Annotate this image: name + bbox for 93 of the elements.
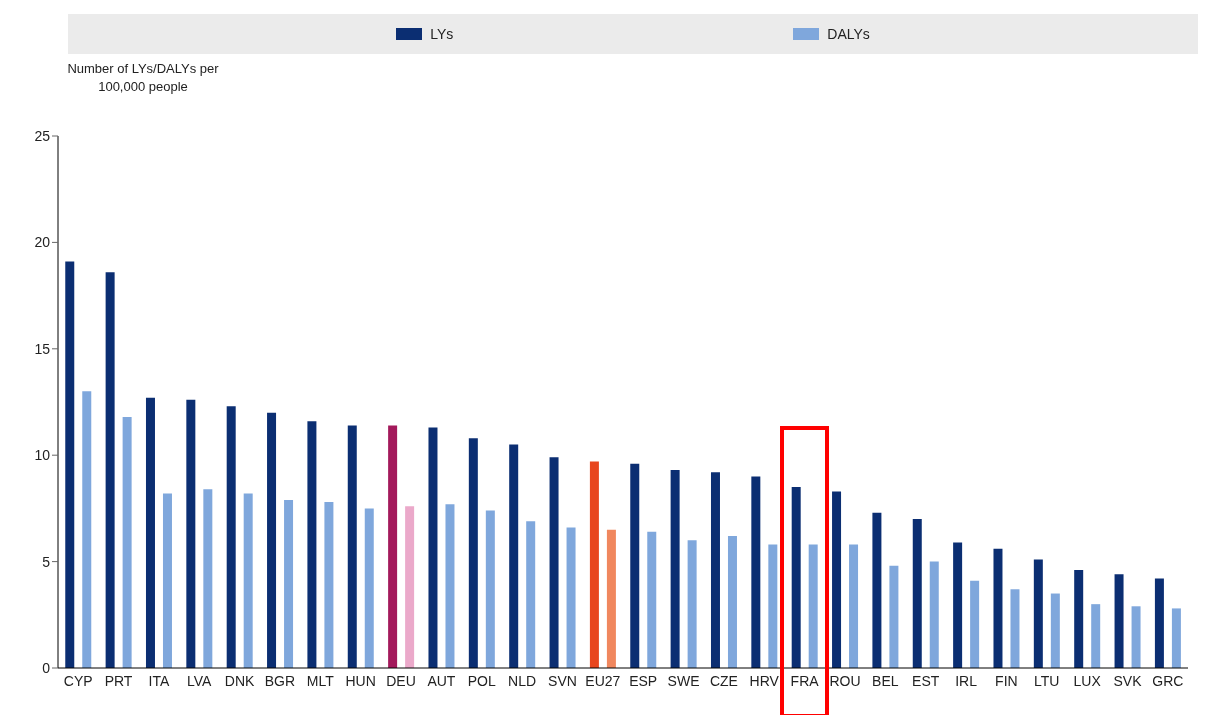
bar: [82, 391, 92, 668]
bar: [1154, 578, 1164, 668]
bar: [1131, 606, 1141, 668]
bar: [727, 536, 737, 668]
x-tick-label: PRT: [104, 672, 133, 689]
x-tick-label: LTU: [1034, 672, 1060, 689]
bar: [549, 457, 559, 668]
bar: [105, 272, 115, 668]
bar: [647, 531, 657, 668]
bar: [526, 521, 536, 668]
x-tick-label: LUX: [1073, 672, 1102, 689]
x-tick-label: ESP: [629, 672, 658, 689]
x-tick-label: DNK: [224, 672, 256, 689]
bar: [929, 561, 939, 668]
bar: [768, 544, 778, 668]
legend-label: LYs: [429, 26, 454, 42]
x-tick-label: AUT: [427, 672, 456, 689]
y-tick-label: 25: [34, 127, 51, 144]
x-tick-label: HUN: [345, 672, 376, 689]
bar: [589, 461, 599, 668]
bar: [1050, 593, 1060, 668]
x-tick-label: NLD: [508, 672, 537, 689]
x-tick-label: BEL: [872, 672, 899, 689]
bar: [751, 476, 761, 668]
bar: [1114, 574, 1124, 668]
x-tick-label: DEU: [386, 672, 416, 689]
x-tick-label: EU27: [585, 672, 621, 689]
x-tick-label: MLT: [306, 672, 335, 689]
x-tick-label: FIN: [995, 672, 1018, 689]
bar: [267, 412, 277, 668]
bar: [566, 527, 576, 668]
x-tick-label: SVN: [548, 672, 577, 689]
x-tick-label: ROU: [829, 672, 861, 689]
y-tick-label: 5: [42, 553, 51, 570]
bar: [307, 421, 317, 668]
bar: [1010, 589, 1020, 668]
bar: [606, 529, 616, 668]
bar: [791, 487, 801, 668]
bar: [122, 416, 132, 668]
x-tick-label: LVA: [187, 672, 213, 689]
x-tick-label: BGR: [264, 672, 296, 689]
bar: [65, 261, 75, 668]
bar: [1033, 559, 1043, 668]
x-tick-label: GRC: [1152, 672, 1184, 689]
bar: [186, 399, 196, 668]
bar: [468, 438, 478, 668]
bar: [243, 493, 253, 668]
x-tick-label: CYP: [63, 672, 93, 689]
bar: [347, 425, 357, 668]
x-tick-label: CZE: [709, 672, 738, 689]
bar: [145, 397, 155, 668]
x-tick-label: POL: [467, 672, 496, 689]
bar: [388, 425, 398, 668]
bar: [405, 506, 415, 668]
bar: [912, 519, 922, 668]
bar: [993, 548, 1003, 668]
bar: [445, 504, 455, 668]
bar: [808, 544, 818, 668]
y-axis-title: Number of LYs/DALYs per 100,000 people: [66, 60, 220, 96]
bar: [687, 540, 697, 668]
bar: [162, 493, 172, 668]
bar: [710, 472, 720, 668]
x-tick-label: EST: [912, 672, 940, 689]
bar: [485, 510, 495, 668]
y-tick-label: 15: [34, 340, 51, 357]
x-tick-label: SVK: [1113, 672, 1143, 689]
bar: [849, 544, 859, 668]
bar: [1171, 608, 1181, 668]
x-tick-label: IRL: [955, 672, 978, 689]
bar: [1091, 604, 1101, 668]
bar: [630, 463, 640, 668]
y-tick-label: 20: [34, 234, 51, 251]
bar: [203, 489, 213, 668]
bar: [509, 444, 519, 668]
bar: [953, 542, 963, 668]
bar: [832, 491, 842, 668]
bar: [284, 499, 294, 668]
bar: [670, 470, 680, 668]
x-tick-label: ITA: [148, 672, 170, 689]
bar: [970, 580, 980, 668]
bar: [872, 512, 882, 668]
bar: [1074, 570, 1084, 668]
bar: [889, 565, 899, 668]
x-tick-label: FRA: [790, 672, 820, 689]
bar: [226, 406, 236, 668]
x-tick-label: HRV: [749, 672, 780, 689]
bar: [428, 427, 438, 668]
legend-label: DALYs: [826, 26, 870, 42]
y-tick-label: 10: [34, 447, 51, 464]
y-tick-label: 0: [42, 659, 51, 676]
x-tick-label: SWE: [667, 672, 700, 689]
bar: [324, 502, 334, 668]
bar: [364, 508, 374, 668]
